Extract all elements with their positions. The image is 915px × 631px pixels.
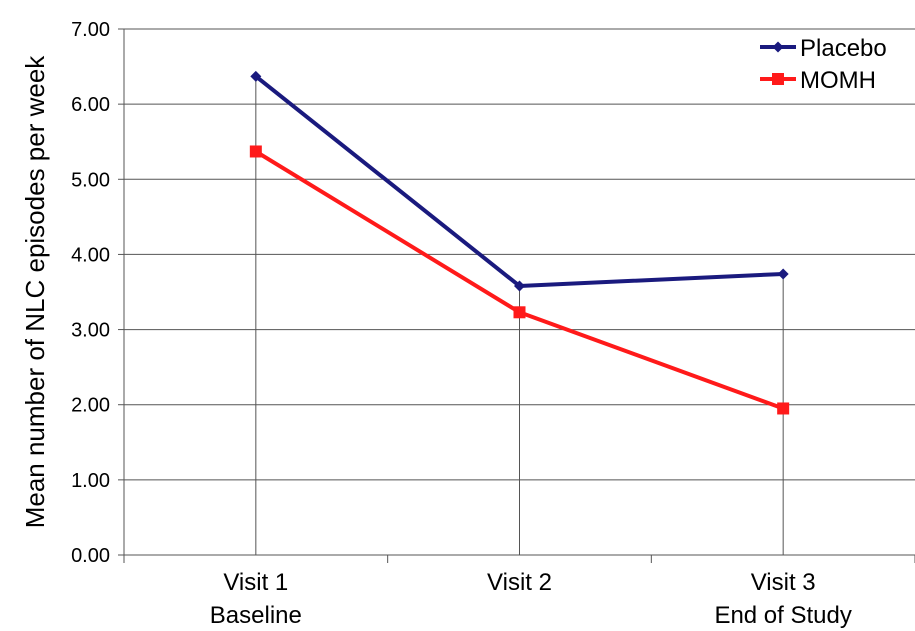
y-tick-label: 4.00: [71, 244, 110, 266]
y-tick-label: 3.00: [71, 320, 110, 342]
y-tick-labels: 0.00 1.00 2.00 3.00 4.00 5.00 6.00 7.00: [71, 19, 110, 567]
series: [249, 70, 790, 415]
y-tick-label: 2.00: [71, 395, 110, 417]
data-point-momh: [513, 306, 526, 319]
x-tick-label: End of Study: [714, 602, 851, 629]
x-tick-label: Visit 3: [751, 569, 816, 596]
x-tick-labels: Visit 1 Baseline Visit 2 Visit 3 End of Stud…: [210, 569, 852, 629]
y-tick-label: 1.00: [71, 470, 110, 492]
data-point-placebo: [250, 70, 262, 82]
y-tick-label: 5.00: [71, 169, 110, 191]
legend: Placebo MOMH: [760, 35, 887, 94]
y-tick-label: 0.00: [71, 545, 110, 567]
y-tick-label: 6.00: [71, 94, 110, 116]
legend-label-momh: MOMH: [800, 67, 876, 94]
data-point-placebo: [514, 280, 525, 292]
legend-label-placebo: Placebo: [800, 35, 887, 62]
data-point-momh: [777, 402, 790, 415]
x-tick-label: Baseline: [210, 602, 302, 629]
gridlines: [124, 28, 915, 555]
data-point-momh: [249, 145, 262, 158]
data-point-placebo: [777, 268, 789, 280]
x-tick-label: Visit 2: [487, 569, 552, 596]
legend-marker-placebo: [772, 41, 784, 53]
y-axis-title: Mean number of NLC episodes per week: [20, 55, 50, 529]
y-tick-label: 7.00: [71, 19, 110, 41]
legend-marker-momh: [772, 73, 784, 85]
x-tick-label: Visit 1: [223, 569, 288, 596]
axes: [118, 28, 915, 563]
